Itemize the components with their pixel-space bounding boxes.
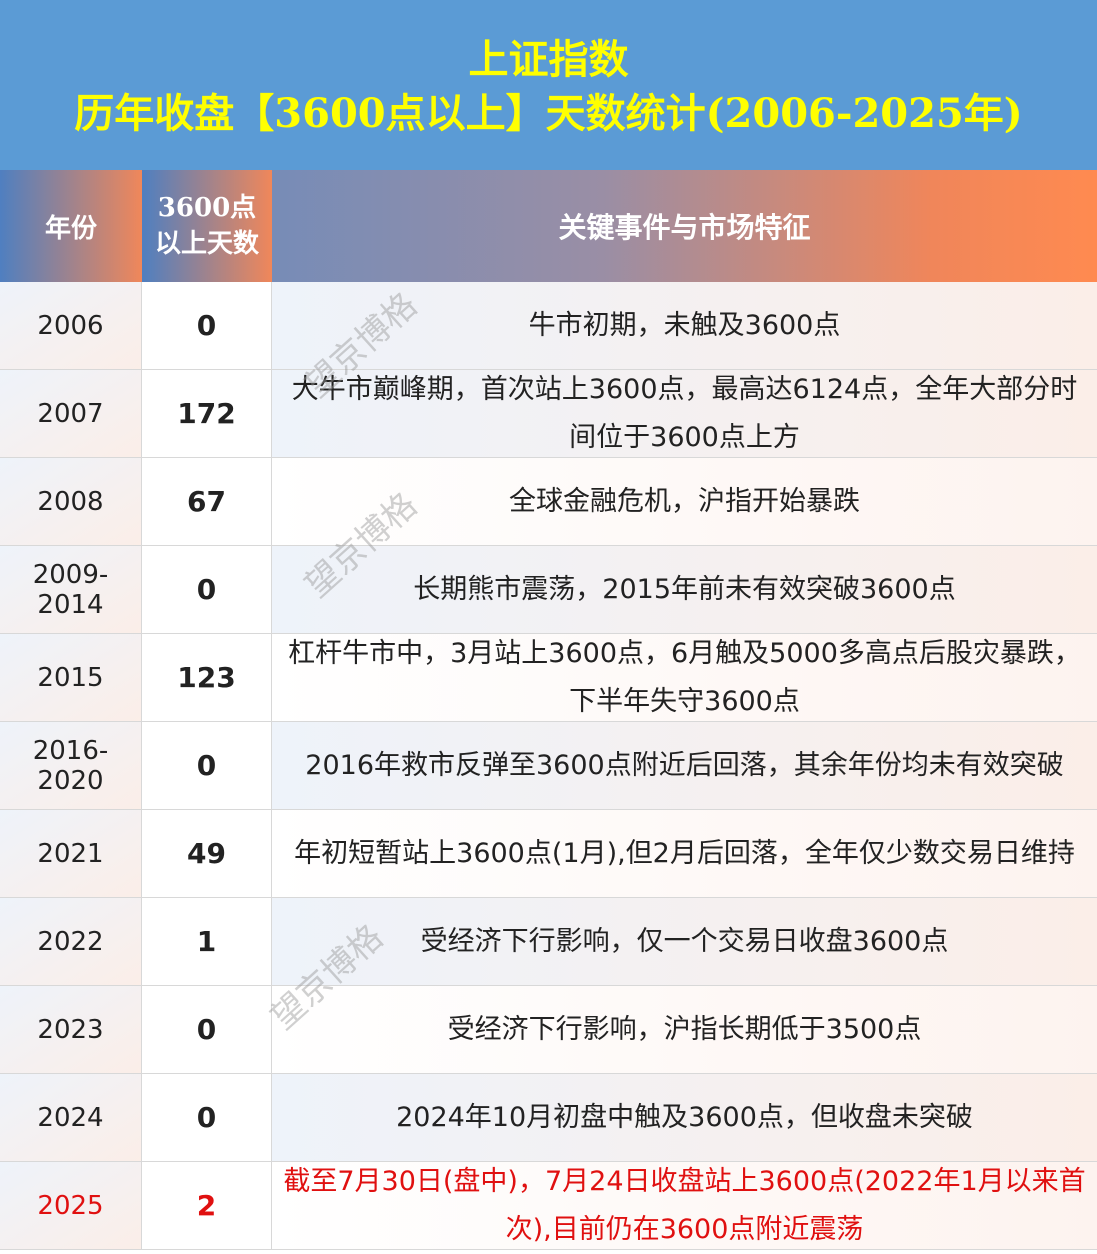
days-cell: 0 <box>142 546 272 634</box>
days-cell: 2 <box>142 1162 272 1250</box>
event-cell: 受经济下行影响，仅一个交易日收盘3600点 <box>272 898 1097 986</box>
table-row: 2023 0 受经济下行影响，沪指长期低于3500点 <box>0 986 1097 1074</box>
title-banner: 上证指数 历年收盘【3600点以上】天数统计(2006-2025年) <box>0 0 1097 170</box>
event-cell: 截至7月30日(盘中)，7月24日收盘站上3600点(2022年1月以来首次),… <box>272 1162 1097 1250</box>
header-event: 关键事件与市场特征 <box>558 211 811 244</box>
page-title: 上证指数 <box>468 36 629 83</box>
year-cell: 2006 <box>0 282 142 370</box>
header-year: 年份 <box>0 170 142 282</box>
days-cell: 0 <box>142 722 272 810</box>
table-row: 2021 49 年初短暂站上3600点(1月),但2月后回落，全年仅少数交易日维… <box>0 810 1097 898</box>
table-row: 2007 172 大牛市巅峰期，首次站上3600点，最高达6124点，全年大部分… <box>0 370 1097 458</box>
header-days: 3600点 以上天数 <box>142 170 272 282</box>
event-cell: 杠杆牛市中，3月站上3600点，6月触及5000多高点后股灾暴跌，下半年失守36… <box>272 634 1097 722</box>
page-subtitle: 历年收盘【3600点以上】天数统计(2006-2025年) <box>74 90 1023 137</box>
year-cell: 2025 <box>0 1162 142 1250</box>
days-cell: 0 <box>142 282 272 370</box>
table-row-highlight: 2025 2 截至7月30日(盘中)，7月24日收盘站上3600点(2022年1… <box>0 1162 1097 1250</box>
days-cell: 67 <box>142 458 272 546</box>
days-cell: 123 <box>142 634 272 722</box>
year-cell: 2022 <box>0 898 142 986</box>
year-cell: 2021 <box>0 810 142 898</box>
event-cell: 年初短暂站上3600点(1月),但2月后回落，全年仅少数交易日维持 <box>272 810 1097 898</box>
table-row: 2022 1 受经济下行影响，仅一个交易日收盘3600点 <box>0 898 1097 986</box>
year-cell: 2016-2020 <box>0 722 142 810</box>
header-days-line2: 以上天数 <box>154 229 259 259</box>
table-header: 年份 3600点 以上天数 关键事件与市场特征 <box>0 170 1097 282</box>
year-cell: 2009-2014 <box>0 546 142 634</box>
year-cell: 2015 <box>0 634 142 722</box>
days-cell: 0 <box>142 1074 272 1162</box>
event-cell: 2024年10月初盘中触及3600点，但收盘未突破 <box>272 1074 1097 1162</box>
table-row: 2009-2014 0 长期熊市震荡，2015年前未有效突破3600点 <box>0 546 1097 634</box>
year-cell: 2023 <box>0 986 142 1074</box>
table-row: 2024 0 2024年10月初盘中触及3600点，但收盘未突破 <box>0 1074 1097 1162</box>
header-days-line1: 3600点 <box>157 193 257 223</box>
days-cell: 0 <box>142 986 272 1074</box>
year-cell: 2008 <box>0 458 142 546</box>
days-cell: 49 <box>142 810 272 898</box>
year-cell: 2007 <box>0 370 142 458</box>
table-row: 2015 123 杠杆牛市中，3月站上3600点，6月触及5000多高点后股灾暴… <box>0 634 1097 722</box>
table-row: 2016-2020 0 2016年救市反弹至3600点附近后回落，其余年份均未有… <box>0 722 1097 810</box>
event-cell: 全球金融危机，沪指开始暴跌 <box>272 458 1097 546</box>
days-cell: 172 <box>142 370 272 458</box>
event-cell: 牛市初期，未触及3600点 <box>272 282 1097 370</box>
table-row: 2008 67 全球金融危机，沪指开始暴跌 <box>0 458 1097 546</box>
event-cell: 长期熊市震荡，2015年前未有效突破3600点 <box>272 546 1097 634</box>
event-cell: 大牛市巅峰期，首次站上3600点，最高达6124点，全年大部分时间位于3600点… <box>272 370 1097 458</box>
year-cell: 2024 <box>0 1074 142 1162</box>
days-cell: 1 <box>142 898 272 986</box>
event-cell: 2016年救市反弹至3600点附近后回落，其余年份均未有效突破 <box>272 722 1097 810</box>
table-row: 2006 0 牛市初期，未触及3600点 <box>0 282 1097 370</box>
event-cell: 受经济下行影响，沪指长期低于3500点 <box>272 986 1097 1074</box>
